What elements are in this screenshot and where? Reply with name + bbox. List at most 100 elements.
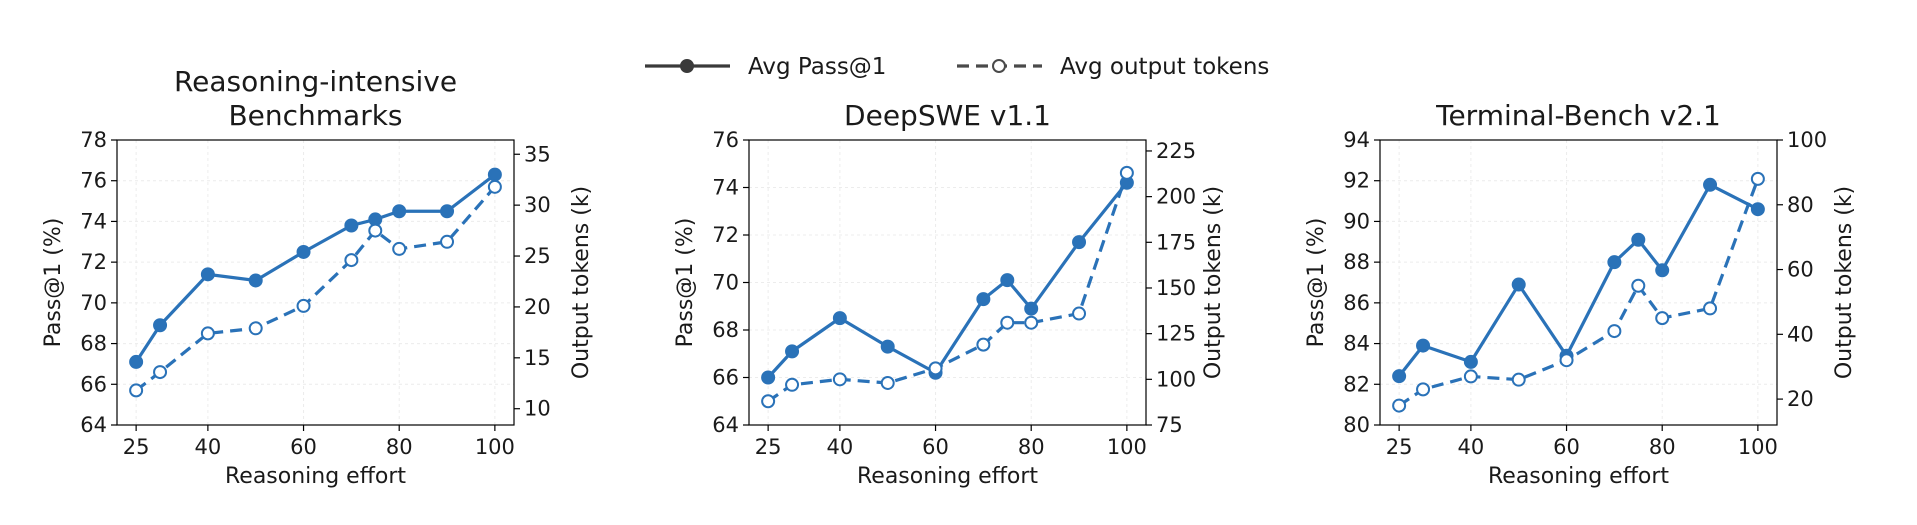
series-line-1 xyxy=(1397,183,1759,378)
y-tick-label: 66 xyxy=(712,366,739,390)
data-point-2 xyxy=(1655,311,1670,326)
x-tick-label: 100 xyxy=(1738,435,1778,459)
x-tick-label: 40 xyxy=(195,435,222,459)
data-point-1 xyxy=(392,204,407,219)
y-axis-label: Pass@1 (%) xyxy=(673,218,698,348)
data-point-2 xyxy=(976,337,991,352)
series-line-2 xyxy=(1398,178,1760,407)
y2-tick-label: 10 xyxy=(524,397,551,421)
data-point-2 xyxy=(880,375,895,390)
legend-marker-2 xyxy=(992,59,1006,73)
data-point-2 xyxy=(129,383,144,398)
legend: Avg Pass@1 Avg output tokens xyxy=(645,54,1269,80)
y-tick-label: 66 xyxy=(80,372,107,396)
data-point-1 xyxy=(1024,301,1039,316)
data-point-1 xyxy=(440,204,455,219)
data-point-1 xyxy=(487,167,502,182)
data-point-2 xyxy=(1750,171,1765,186)
data-point-1 xyxy=(129,354,144,369)
data-point-1 xyxy=(1703,177,1718,192)
y2-tick-label: 75 xyxy=(1156,413,1183,437)
x-tick-label: 60 xyxy=(290,435,317,459)
y2-tick-label: 100 xyxy=(1156,367,1196,391)
chart-title: DeepSWE v1.1 xyxy=(844,99,1051,132)
y-tick-label: 74 xyxy=(712,176,739,200)
chart-panel-1: 25 40 60 80 100 64 66 68 70 72 74 76 78 10 15 20 25 30 35 R… xyxy=(41,65,594,489)
y2-tick-label: 25 xyxy=(524,244,551,268)
chart-title: Reasoning-intensive Benchmarks xyxy=(174,65,457,132)
y-axis-label: Pass@1 (%) xyxy=(1304,218,1329,348)
y-tick-label: 88 xyxy=(1343,250,1370,274)
data-point-2 xyxy=(1463,369,1478,384)
y2-tick-label: 100 xyxy=(1787,128,1827,152)
y2-tick-label: 35 xyxy=(524,142,551,166)
data-point-2 xyxy=(200,326,215,341)
data-point-2 xyxy=(1024,315,1039,330)
data-point-1 xyxy=(1511,277,1526,292)
data-point-1 xyxy=(785,344,800,359)
data-point-2 xyxy=(368,223,383,238)
x-tick-label: 25 xyxy=(755,435,782,459)
data-point-2 xyxy=(1511,372,1526,387)
series-line-1 xyxy=(766,181,1129,379)
data-point-2 xyxy=(296,298,311,313)
chart-panel-2: 25 40 60 80 100 64 66 68 70 72 74 76 75 100 125 150 175 2… xyxy=(673,99,1226,489)
y2-tick-label: 40 xyxy=(1787,322,1814,346)
y2-tick-label: 30 xyxy=(524,193,551,217)
y-tick-label: 84 xyxy=(1343,332,1370,356)
y-tick-label: 68 xyxy=(80,332,107,356)
data-point-2 xyxy=(440,234,455,249)
plot-frame xyxy=(116,139,515,426)
data-point-1 xyxy=(153,318,168,333)
x-tick-label: 80 xyxy=(386,435,413,459)
x-tick-label: 60 xyxy=(1553,435,1580,459)
data-point-2 xyxy=(1703,301,1718,316)
data-point-1 xyxy=(1750,202,1765,217)
data-point-2 xyxy=(1416,382,1431,397)
series-line-2 xyxy=(135,185,497,392)
data-point-1 xyxy=(1416,338,1431,353)
x-tick-label: 60 xyxy=(922,435,949,459)
y-tick-label: 70 xyxy=(80,291,107,315)
data-point-2 xyxy=(153,365,168,380)
data-point-2 xyxy=(1119,165,1134,180)
y2-tick-label: 150 xyxy=(1156,276,1196,300)
data-point-2 xyxy=(1631,278,1646,293)
x-tick-label: 25 xyxy=(123,435,150,459)
plot-frame xyxy=(1379,139,1778,426)
legend-marker-1 xyxy=(680,59,694,73)
series-line-1 xyxy=(134,173,496,363)
data-point-2 xyxy=(344,253,359,268)
y2-tick-label: 20 xyxy=(1787,387,1814,411)
data-point-1 xyxy=(761,370,776,385)
data-point-1 xyxy=(1631,232,1646,247)
series-line-2 xyxy=(767,172,1129,403)
y-tick-label: 82 xyxy=(1343,372,1370,396)
y-tick-label: 92 xyxy=(1343,169,1370,193)
data-point-1 xyxy=(344,218,359,233)
y-tick-label: 74 xyxy=(80,209,107,233)
data-point-2 xyxy=(761,394,776,409)
data-point-1 xyxy=(880,339,895,354)
legend-label-2: Avg output tokens xyxy=(1060,54,1269,80)
data-point-2 xyxy=(928,361,943,376)
data-point-2 xyxy=(487,179,502,194)
y-tick-label: 72 xyxy=(80,250,107,274)
data-point-1 xyxy=(1392,369,1407,384)
y2-tick-label: 175 xyxy=(1156,230,1196,254)
y-tick-label: 94 xyxy=(1343,128,1370,152)
y-tick-label: 72 xyxy=(712,223,739,247)
y2-tick-label: 15 xyxy=(524,346,551,370)
y-tick-label: 86 xyxy=(1343,291,1370,315)
y2-tick-label: 200 xyxy=(1156,185,1196,209)
y-tick-label: 64 xyxy=(712,413,739,437)
y2-tick-label: 125 xyxy=(1156,322,1196,346)
data-point-1 xyxy=(1072,235,1087,250)
data-point-2 xyxy=(1559,353,1574,368)
y-tick-label: 80 xyxy=(1343,413,1370,437)
data-point-2 xyxy=(1607,324,1622,339)
x-axis-label: Reasoning effort xyxy=(857,464,1038,489)
data-point-2 xyxy=(832,372,847,387)
y2-tick-label: 225 xyxy=(1156,139,1196,163)
data-point-1 xyxy=(832,311,847,326)
